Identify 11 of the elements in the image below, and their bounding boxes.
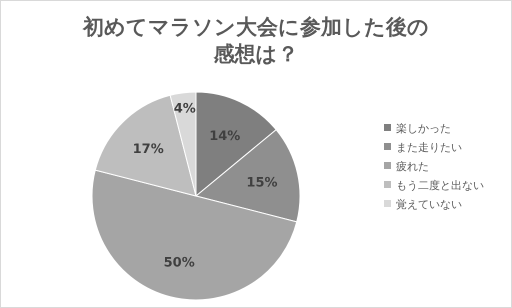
chart-title: 初めてマラソン大会に参加した後の感想は？: [82, 15, 429, 66]
legend-label: 覚えていない: [396, 198, 462, 211]
legend-label: もう二度と出ない: [396, 179, 484, 192]
data-label: 17%: [132, 142, 164, 158]
legend-label: 楽しかった: [396, 122, 451, 135]
legend-label: 疲れた: [396, 160, 429, 173]
data-label: 15%: [246, 175, 278, 190]
legend-label: また走りたい: [396, 141, 462, 154]
data-label: 14%: [209, 128, 240, 144]
data-label: 4%: [174, 101, 196, 116]
data-label: 50%: [164, 255, 195, 270]
